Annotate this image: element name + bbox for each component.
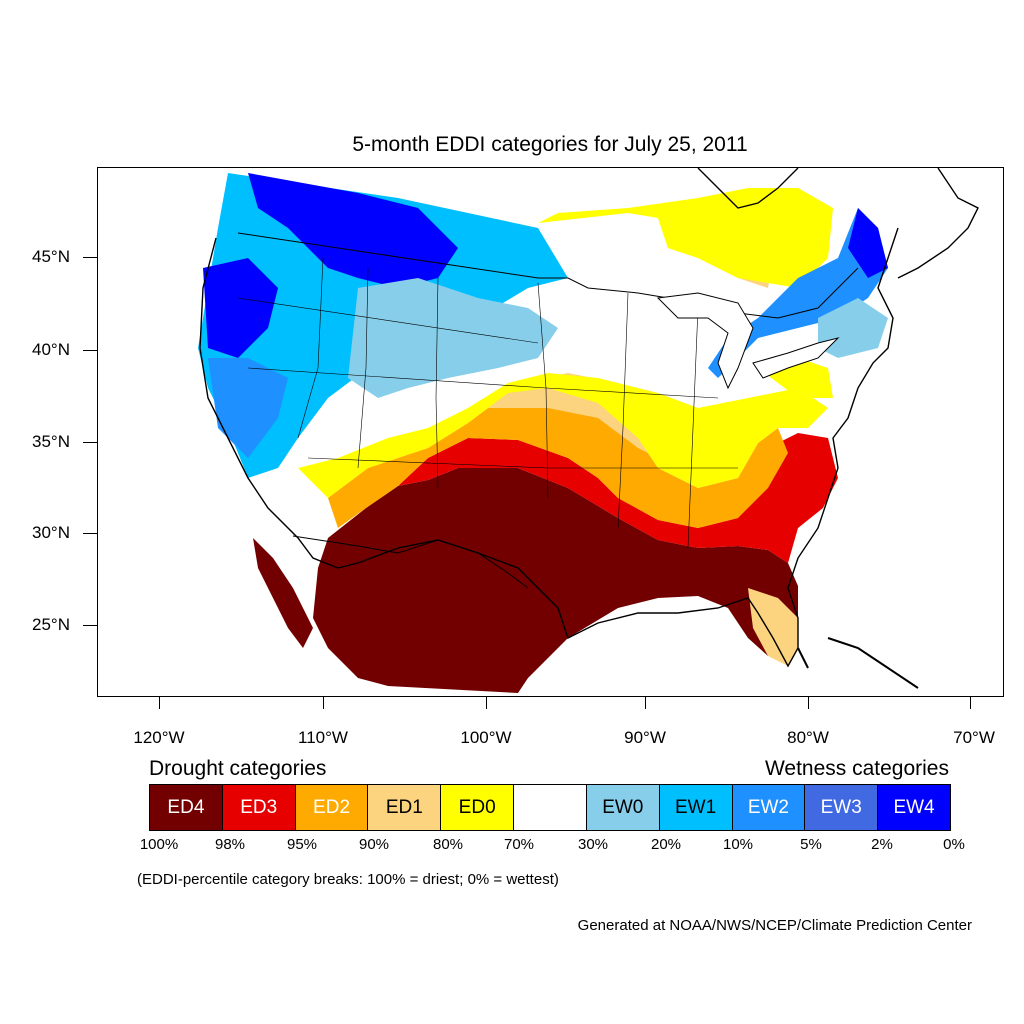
lon-tick-mark <box>808 697 809 709</box>
lon-tick-70w: 70°W <box>953 728 995 747</box>
islands <box>797 637 919 689</box>
lat-tick-30: 30°N <box>32 523 70 542</box>
lat-tick-35: 35°N <box>32 432 70 451</box>
legend-cell-ed4: ED4 <box>150 785 223 830</box>
legend-cell-ed2: ED2 <box>295 785 369 830</box>
lat-tick-mark <box>83 350 97 351</box>
lon-tick-80w: 80°W <box>787 728 829 747</box>
region-ed4 <box>313 468 798 693</box>
coastline <box>199 227 899 668</box>
category-note: (EDDI-percentile category breaks: 100% =… <box>137 871 559 888</box>
legend-color-bar: ED4 ED3 ED2 ED1 ED0 EW0 EW1 EW2 EW3 EW4 <box>149 784 951 831</box>
lon-tick-mark <box>323 697 324 709</box>
lon-tick-120w: 120°W <box>133 728 185 747</box>
region-ew4-northwest <box>248 173 458 288</box>
region-florida <box>748 588 798 666</box>
legend-cell-ed0: ED0 <box>441 785 515 830</box>
lon-tick-90w: 90°W <box>624 728 666 747</box>
credit-line: Generated at NOAA/NWS/NCEP/Climate Predi… <box>577 917 972 934</box>
region-ew0-northeast <box>818 298 888 358</box>
break-label: 20% <box>650 836 682 853</box>
wetness-heading: Wetness categories <box>764 757 949 780</box>
break-label: 100% <box>139 836 179 853</box>
break-label: 98% <box>214 836 246 853</box>
drought-heading: Drought categories <box>149 757 327 780</box>
lat-tick-mark <box>83 533 97 534</box>
lat-tick-40: 40°N <box>32 340 70 359</box>
legend-cell-neutral <box>514 785 587 830</box>
eddi-map <box>97 167 1004 697</box>
legend-cell-ew2: EW2 <box>732 785 806 830</box>
lon-tick-mark <box>159 697 160 709</box>
hudson-bay-coast <box>697 168 799 209</box>
region-baja <box>253 538 313 648</box>
lon-tick-mark <box>645 697 646 709</box>
region-ew3-coast <box>203 258 278 358</box>
lon-tick-110w: 110°W <box>298 728 348 747</box>
break-label: 5% <box>800 836 822 853</box>
map-title: 5-month EDDI categories for July 25, 201… <box>352 133 748 156</box>
region-ed0-north <box>538 188 833 288</box>
region-ew2-west <box>208 358 288 458</box>
break-label: 30% <box>577 836 609 853</box>
great-lakes <box>656 292 754 390</box>
ne-canada-coast <box>897 168 979 279</box>
legend-cell-ed3: ED3 <box>222 785 296 830</box>
lat-tick-25: 25°N <box>32 615 70 634</box>
lon-tick-mark <box>970 697 971 709</box>
break-label: 70% <box>503 836 535 853</box>
lat-tick-45: 45°N <box>32 247 70 266</box>
legend-cell-ed1: ED1 <box>368 785 442 830</box>
break-label: 0% <box>943 836 965 853</box>
region-ew-northeast <box>708 208 888 378</box>
state-lines <box>237 257 738 549</box>
lon-tick-100w: 100°W <box>460 728 512 747</box>
region-ew4-northeast <box>848 208 888 278</box>
legend-cell-ew3: EW3 <box>805 785 879 830</box>
lat-tick-mark <box>83 442 97 443</box>
eddi-map-canvas <box>98 168 1003 696</box>
break-label: 95% <box>286 836 318 853</box>
break-label: 90% <box>358 836 390 853</box>
legend-cell-ew1: EW1 <box>659 785 733 830</box>
lake-erie-ontario <box>752 337 840 379</box>
region-ew0-rockies <box>348 278 558 398</box>
break-label: 2% <box>871 836 893 853</box>
region-ed0-central <box>298 373 828 498</box>
lon-tick-mark <box>486 697 487 709</box>
region-ed2 <box>328 388 788 528</box>
lat-tick-mark <box>83 625 97 626</box>
border-mexico <box>292 535 529 589</box>
break-label: 10% <box>722 836 754 853</box>
break-label: 80% <box>432 836 464 853</box>
legend-cell-ew0: EW0 <box>586 785 660 830</box>
lat-tick-mark <box>83 257 97 258</box>
legend-cell-ew4: EW4 <box>878 785 950 830</box>
